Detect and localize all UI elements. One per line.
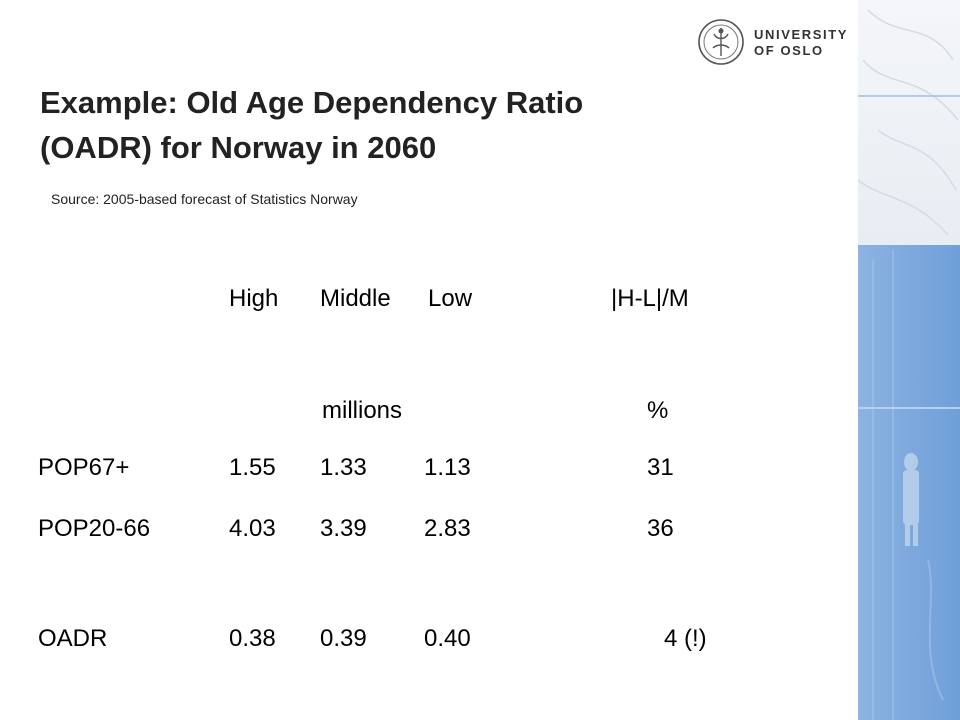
cell-ratio: 4 (!) <box>664 625 707 652</box>
cell-high: 4.03 <box>229 515 276 542</box>
source-note: Source: 2005-based forecast of Statistic… <box>51 191 358 207</box>
cell-high: 1.55 <box>229 454 276 481</box>
cell-middle: 3.39 <box>320 515 367 542</box>
unit-percent: % <box>647 397 669 424</box>
logo-line-2: OF OSLO <box>754 43 824 58</box>
cell-low: 0.40 <box>424 625 471 652</box>
header-low: Low <box>428 285 473 312</box>
cell-middle: 1.33 <box>320 454 367 481</box>
unit-millions: millions <box>322 397 403 424</box>
cell-low: 1.13 <box>424 454 471 481</box>
decorative-band-graphic <box>858 0 960 720</box>
slide-title: Example: Old Age Dependency Ratio (OADR)… <box>40 80 840 170</box>
university-logo: UNIVERSITY OF OSLO <box>697 18 857 72</box>
data-table: High Middle Low |H-L|/M millions % POP67… <box>38 285 707 652</box>
cell-middle: 0.39 <box>320 625 367 652</box>
slide-title-line-1: Example: Old Age Dependency Ratio <box>40 85 584 120</box>
cell-high: 0.38 <box>229 625 276 652</box>
row-label: POP67+ <box>38 454 130 481</box>
university-seal-icon <box>698 19 744 65</box>
header-high: High <box>229 285 279 312</box>
cell-low: 2.83 <box>424 515 471 542</box>
logo-text: UNIVERSITY OF OSLO <box>754 27 848 59</box>
cell-ratio: 31 <box>647 454 674 481</box>
slide-title-line-2: (OADR) for Norway in 2060 <box>40 130 437 165</box>
header-middle: Middle <box>320 285 391 312</box>
header-ratio: |H-L|/M <box>611 285 689 312</box>
row-label: POP20-66 <box>38 515 151 542</box>
decorative-side-band <box>858 0 960 720</box>
row-label: OADR <box>38 625 108 652</box>
logo-line-1: UNIVERSITY <box>754 27 849 42</box>
cell-ratio: 36 <box>647 515 674 542</box>
